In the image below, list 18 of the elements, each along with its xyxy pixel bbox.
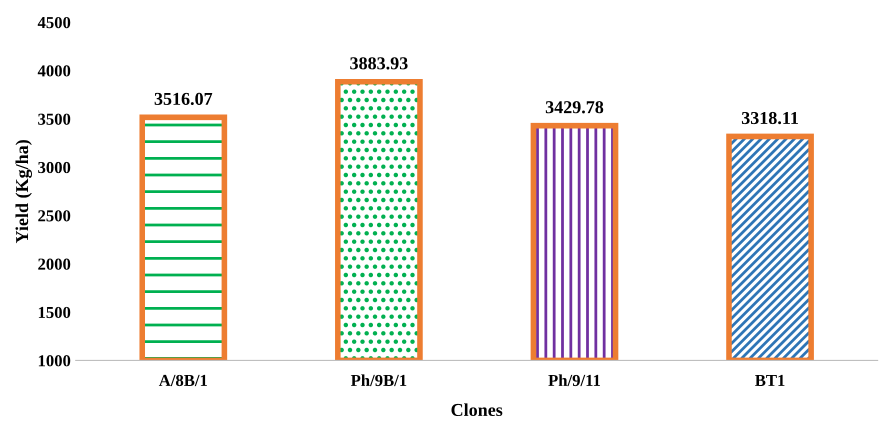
- y-tick-label: 3000: [38, 162, 70, 174]
- y-tick-label: 1000: [38, 355, 70, 366]
- data-label: 3318.11: [742, 112, 798, 124]
- y-tick-label: 2500: [38, 210, 70, 222]
- y-tick-label: 1500: [38, 306, 70, 318]
- x-tick-label: Ph/9/11: [548, 374, 600, 386]
- y-axis-title: Yield (Kg/ha): [15, 140, 32, 244]
- y-tick-label: 4000: [38, 65, 70, 77]
- y-tick-label: 2000: [38, 258, 70, 270]
- x-axis-title: Clones: [451, 403, 502, 416]
- data-label: 3516.07: [154, 92, 212, 106]
- x-tick-label: A/8B/1: [158, 374, 207, 386]
- data-label: 3429.78: [546, 101, 604, 114]
- y-tick-label: 3500: [38, 114, 70, 125]
- x-tick-label: Ph/9B/1: [350, 374, 406, 386]
- y-tick-label: 4500: [38, 16, 70, 28]
- x-tick-label: BT1: [755, 374, 784, 386]
- data-label: 3883.93: [350, 57, 408, 70]
